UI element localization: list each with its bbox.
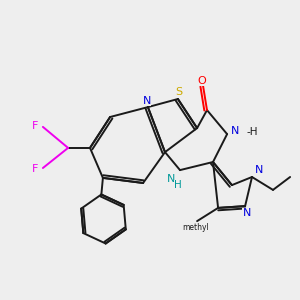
Text: N: N — [231, 126, 240, 136]
Text: S: S — [175, 87, 182, 98]
Text: -H: -H — [246, 127, 257, 137]
Text: F: F — [32, 121, 39, 131]
Text: N: N — [167, 174, 175, 184]
Text: F: F — [32, 164, 39, 174]
Text: N: N — [242, 208, 251, 218]
Text: N: N — [255, 165, 264, 176]
Text: methyl: methyl — [182, 223, 209, 232]
Text: N: N — [143, 95, 152, 106]
Text: H: H — [174, 179, 182, 190]
Text: O: O — [197, 76, 206, 86]
